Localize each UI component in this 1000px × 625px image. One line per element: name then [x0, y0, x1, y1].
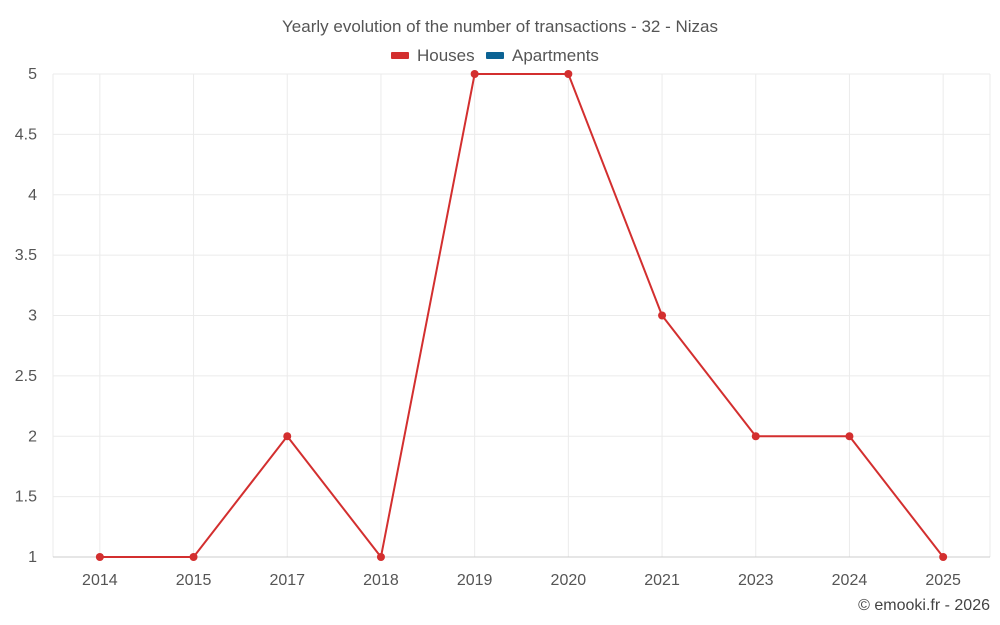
y-tick-label: 3.5 — [15, 247, 37, 264]
x-tick-label: 2023 — [738, 572, 774, 589]
data-point[interactable] — [189, 553, 198, 561]
y-tick-label: 4.5 — [15, 126, 37, 143]
legend-label-houses: Houses — [417, 46, 475, 65]
x-tick-label: 2015 — [176, 572, 212, 589]
y-tick-label: 5 — [28, 66, 37, 83]
x-tick-label: 2017 — [269, 572, 305, 589]
data-point[interactable] — [658, 311, 667, 320]
data-point[interactable] — [470, 70, 479, 78]
y-tick-label: 1 — [28, 549, 37, 566]
legend-label-apartments: Apartments — [512, 46, 599, 65]
data-point[interactable] — [564, 70, 573, 78]
data-point[interactable] — [845, 432, 854, 441]
y-tick-label: 2 — [28, 428, 37, 445]
data-point[interactable] — [95, 553, 104, 561]
grid — [52, 73, 991, 558]
x-tick-label: 2019 — [457, 572, 493, 589]
y-tick-label: 4 — [28, 187, 37, 204]
axes: 1 1.5 2 2.5 3 3.5 4 4.5 5 2014 2015 2017 2018 2019 202… — [15, 66, 961, 589]
legend: Houses Apartments — [391, 46, 599, 65]
y-tick-label: 3 — [28, 308, 37, 325]
legend-swatch-apartments — [486, 52, 504, 59]
x-tick-label: 2025 — [925, 572, 961, 589]
y-tick-label: 2.5 — [15, 368, 37, 385]
y-tick-label: 1.5 — [15, 489, 37, 506]
legend-item-apartments[interactable]: Apartments — [486, 46, 599, 65]
data-point[interactable] — [939, 553, 948, 561]
x-tick-label: 2024 — [832, 572, 868, 589]
series-layer — [95, 70, 948, 561]
series-line-houses — [99, 73, 944, 558]
data-point[interactable] — [283, 432, 292, 441]
data-point[interactable] — [751, 432, 760, 441]
data-point[interactable] — [376, 553, 385, 561]
credit-text: © emooki.fr - 2026 — [858, 597, 990, 614]
x-tick-label: 2021 — [644, 572, 680, 589]
chart-title: Yearly evolution of the number of transa… — [282, 17, 718, 36]
x-tick-label: 2014 — [82, 572, 118, 589]
legend-item-houses[interactable]: Houses — [391, 46, 475, 65]
x-tick-label: 2020 — [551, 572, 587, 589]
x-tick-label: 2018 — [363, 572, 399, 589]
legend-swatch-houses — [391, 52, 409, 59]
